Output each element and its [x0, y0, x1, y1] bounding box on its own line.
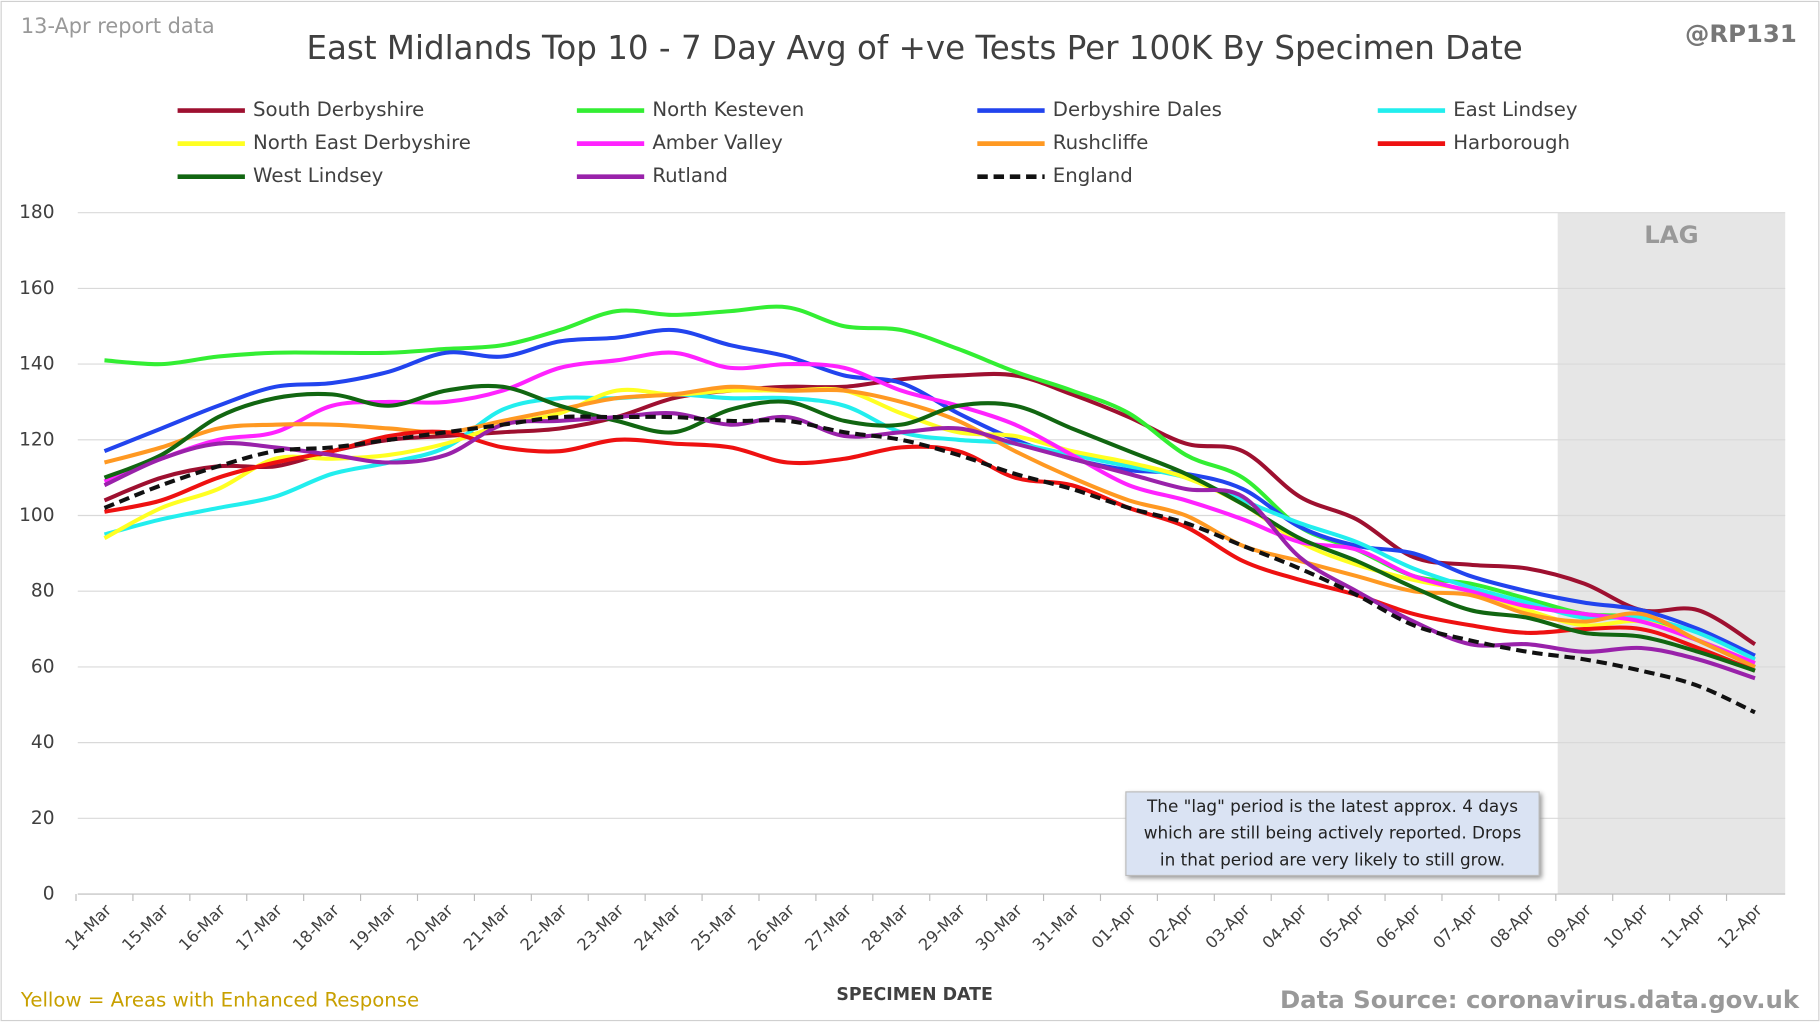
y-tick-label: 0 [43, 884, 55, 905]
annotation-line: in that period are very likely to still … [1160, 849, 1505, 869]
series-line [104, 304, 1756, 669]
legend-label: Derbyshire Dales [1053, 98, 1222, 121]
series-line [103, 384, 1756, 669]
series-line [103, 411, 1756, 681]
annotation-line: The "lag" period is the latest approx. 4… [1146, 796, 1518, 816]
y-tick-label: 160 [19, 278, 54, 299]
legend-label: North Kesteven [652, 98, 804, 121]
y-tick-label: 60 [31, 656, 55, 677]
legend: South Derbyshire North Kesteven Derbyshire… [177, 98, 1578, 187]
y-tick-label: 180 [19, 202, 54, 223]
y-tick-label: 40 [31, 732, 55, 753]
legend-label: North East Derbyshire [253, 131, 471, 154]
y-tick-label: 80 [31, 581, 55, 602]
legend-label: Harborough [1453, 131, 1570, 154]
chart-title: East Midlands Top 10 - 7 Day Avg of +ve … [306, 29, 1522, 67]
lag-region [1557, 212, 1786, 895]
series-line [103, 350, 1756, 666]
legend-label: Amber Valley [652, 131, 783, 154]
annotation: The "lag" period is the latest approx. 4… [1144, 796, 1522, 869]
y-tick-label: 140 [19, 354, 54, 375]
lag-label: LAG [1644, 220, 1698, 249]
y-tick-label: 20 [31, 808, 55, 829]
legend-label: England [1053, 164, 1133, 187]
series-line [103, 383, 1756, 673]
legend-label: East Lindsey [1453, 98, 1578, 121]
lines [103, 304, 1757, 715]
legend-label: Rushcliffe [1053, 131, 1149, 154]
source: Data Source: coronavirus.data.gov.uk [1280, 985, 1800, 1014]
y-tick-label: 120 [19, 429, 54, 450]
report-note: 13-Apr report data [21, 14, 215, 38]
y-tick-label: 100 [19, 505, 54, 526]
legend-label: Rutland [652, 164, 728, 187]
footnote: Yellow = Areas with Enhanced Response [20, 988, 419, 1011]
x-axis-title: SPECIMEN DATE [836, 985, 993, 1005]
series-line [103, 414, 1756, 715]
annotation-line: which are still being actively reported.… [1144, 823, 1522, 843]
author: @RP131 [1685, 19, 1797, 48]
annotation-box [1125, 791, 1540, 877]
legend-label: South Derbyshire [253, 98, 424, 121]
legend-label: West Lindsey [253, 164, 384, 187]
